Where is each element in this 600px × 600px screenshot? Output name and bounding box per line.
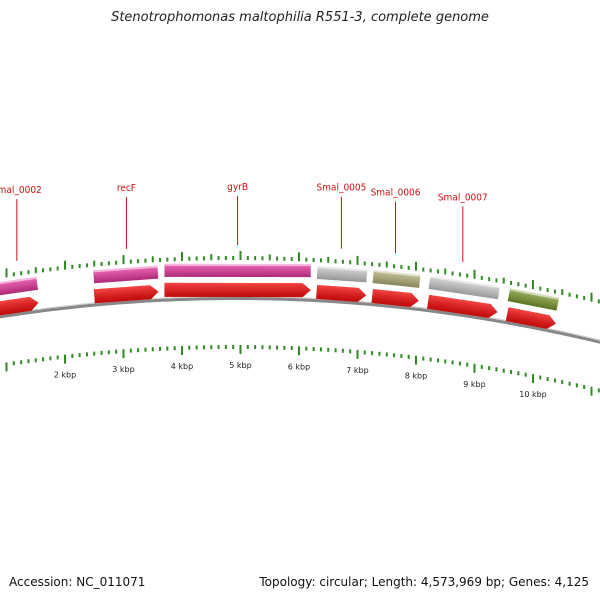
forward-arrow	[93, 285, 159, 304]
scale-label: 6 kbp	[288, 362, 310, 371]
gene-label: recF	[117, 183, 136, 194]
genome-title: Stenotrophomonas maltophilia R551-3, com…	[111, 10, 489, 25]
forward-arrow-shade	[427, 294, 498, 318]
accession-text: Accession: NC_011071	[9, 575, 146, 589]
forward-arrow-shade	[0, 296, 39, 316]
gene-bar-highlight	[430, 275, 500, 289]
backbone-arc	[0, 296, 600, 344]
scale-label: 2 kbp	[54, 371, 76, 380]
outer-tick-track	[5, 251, 600, 304]
scale-label: 5 kbp	[229, 361, 251, 370]
forward-arrow	[164, 282, 311, 298]
genome-summary: Topology: circular; Length: 4,573,969 bp…	[259, 575, 589, 589]
forward-arrow	[0, 296, 39, 316]
gene-label: gyrB	[227, 182, 248, 193]
forward-arrow-shade	[164, 282, 311, 298]
scale-label: 4 kbp	[171, 362, 193, 371]
forward-arrow-shade	[505, 307, 556, 329]
scale-label: 8 kbp	[405, 372, 427, 381]
gene-Smal_0002	[0, 276, 39, 297]
gene-label: Smal_0006	[371, 188, 421, 199]
forward-arrow	[427, 294, 498, 318]
gene-bar-highlight	[317, 265, 368, 272]
gene-label-layer: Smal_0002 recF gyrB Smal_0005 Smal_0006 Smal_…	[0, 182, 488, 262]
scale-label: 3 kbp	[112, 365, 134, 374]
gene-Smal_0005	[316, 265, 368, 283]
forward-arrow	[505, 307, 556, 329]
scale-label: 9 kbp	[463, 380, 485, 389]
inner-tick-track	[5, 345, 600, 396]
gene-label: Smal_0007	[438, 192, 488, 203]
gene-Smal_0006	[372, 270, 421, 288]
gene-Smal_0007	[428, 275, 500, 300]
gene-unlabeled-7	[507, 288, 559, 311]
scale-label: 10 kbp	[519, 390, 547, 399]
gene-label: Smal_0002	[0, 185, 42, 196]
forward-arrow-shade	[371, 288, 419, 307]
gene-bar-shade	[164, 263, 311, 278]
gene-gyrB	[164, 263, 311, 278]
gene-bar-highlight	[164, 263, 311, 267]
gene-bar-shade	[428, 275, 500, 300]
gene-track	[0, 263, 559, 311]
forward-strand-track	[0, 282, 556, 329]
scale-label-layer: 2 kbp 3 kbp 4 kbp 5 kbp 6 kbp 7 kbp 8 kbp 9 kbp…	[54, 361, 547, 399]
gene-recF	[93, 265, 159, 284]
gene-bar-highlight	[373, 270, 421, 277]
gene-bar-highlight	[93, 265, 158, 273]
forward-arrow-shade	[316, 284, 367, 302]
gene-bar-highlight	[0, 276, 37, 286]
scale-label: 7 kbp	[346, 366, 368, 375]
forward-arrow	[371, 288, 419, 307]
gene-label: Smal_0005	[316, 183, 366, 194]
forward-arrow-shade	[93, 285, 159, 304]
gene-bar-highlight	[509, 288, 559, 300]
forward-arrow	[316, 284, 367, 302]
gene-bar-shade	[507, 288, 559, 311]
